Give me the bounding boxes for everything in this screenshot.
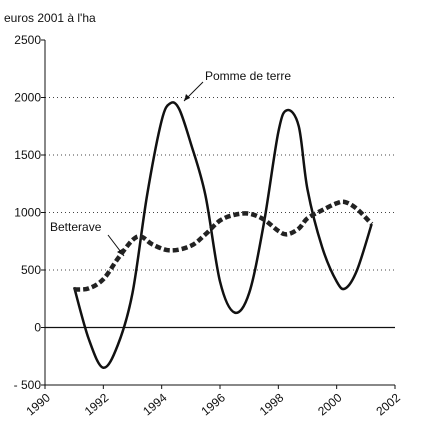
y-tick-label: 500 xyxy=(21,263,41,277)
arrow-head xyxy=(184,94,190,101)
y-tick-label: 0 xyxy=(34,321,41,335)
x-tick-label: 1992 xyxy=(82,390,112,418)
y-tick-label: 1000 xyxy=(14,206,41,220)
x-tick-label: 1990 xyxy=(23,390,53,418)
x-tick-label: 1994 xyxy=(140,390,170,418)
x-tick-label: 2002 xyxy=(373,390,403,418)
annotation: Betterave xyxy=(50,220,102,234)
y-tick-label: 1500 xyxy=(14,148,41,162)
x-tick-label: 1996 xyxy=(198,390,228,418)
y-tick-label: 2500 xyxy=(14,33,41,47)
annotation: Pomme de terre xyxy=(205,69,291,83)
x-tick-label: 1998 xyxy=(257,390,287,418)
line-series xyxy=(73,199,374,292)
y-tick-label: - 500 xyxy=(14,378,42,392)
y-axis-label: euros 2001 à l'ha xyxy=(4,11,96,25)
x-tick-label: 2000 xyxy=(315,390,345,418)
y-tick-label: 2000 xyxy=(14,91,41,105)
line-series xyxy=(72,101,373,369)
